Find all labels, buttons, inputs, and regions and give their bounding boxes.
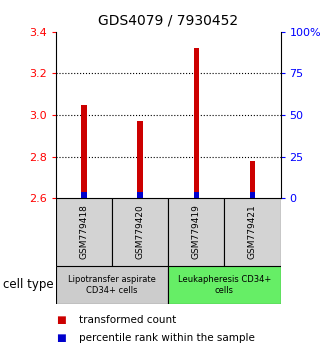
Bar (250, 161, 255, 198)
Bar (138, 121, 143, 198)
Bar (81, 105, 87, 198)
Text: transformed count: transformed count (79, 315, 177, 325)
Text: GSM779418: GSM779418 (80, 204, 89, 259)
Title: GDS4079 / 7930452: GDS4079 / 7930452 (98, 14, 238, 28)
Bar (193, 48, 199, 198)
Bar (81, 192, 87, 198)
Text: GSM779421: GSM779421 (248, 205, 257, 259)
Text: ■: ■ (56, 333, 66, 343)
Bar (193, 192, 199, 198)
Text: Lipotransfer aspirate
CD34+ cells: Lipotransfer aspirate CD34+ cells (68, 275, 156, 295)
Text: GSM779419: GSM779419 (192, 204, 201, 259)
Text: GSM779420: GSM779420 (136, 205, 145, 259)
Bar (168, 266, 280, 304)
Text: ■: ■ (56, 315, 66, 325)
Bar (56, 266, 168, 304)
Text: percentile rank within the sample: percentile rank within the sample (79, 333, 255, 343)
Bar (112, 198, 168, 266)
Text: Leukapheresis CD34+
cells: Leukapheresis CD34+ cells (178, 275, 271, 295)
Bar (56, 198, 112, 266)
Text: cell type: cell type (3, 279, 54, 291)
Bar (224, 198, 280, 266)
Bar (168, 198, 224, 266)
Bar (138, 192, 143, 198)
Bar (250, 192, 255, 198)
